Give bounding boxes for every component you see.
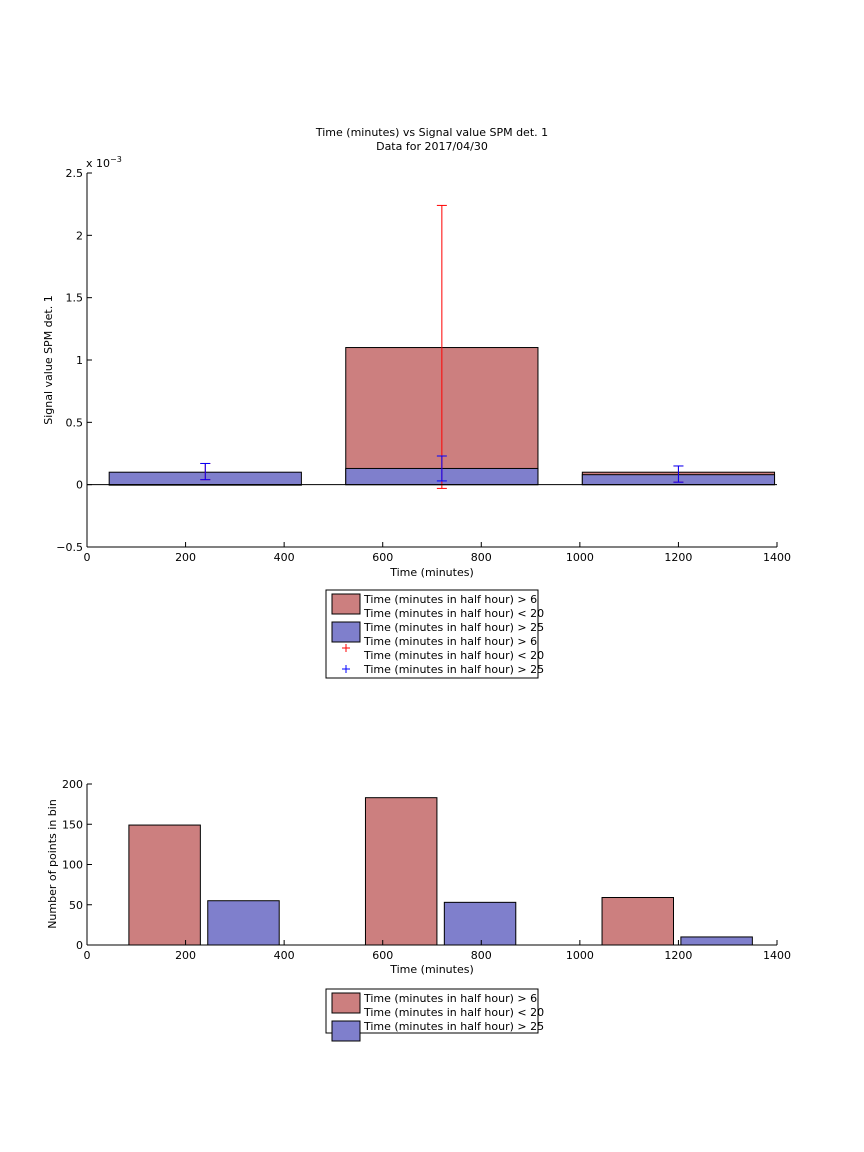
axes: 0 200 400 600 800 1000 1200 1400 0 50 100 150 200 <box>62 778 791 962</box>
x-tick-label: 200 <box>175 551 196 564</box>
y-tick-label: 100 <box>62 859 83 872</box>
bar <box>443 901 517 946</box>
y-tick-label: 0 <box>76 479 83 492</box>
y-multiplier-base: x 10 <box>86 157 110 170</box>
x-tick-label: 800 <box>471 551 492 564</box>
y-multiplier: x 10−3 <box>86 155 122 170</box>
legend-entry-text: Time (minutes in half hour) > 25 <box>363 1020 544 1033</box>
legend-entry-text: Time (minutes in half hour) < 20 <box>363 1006 544 1019</box>
y-tick-label: 0 <box>76 939 83 952</box>
y-tick-label: 2.5 <box>66 167 84 180</box>
bar <box>680 936 753 946</box>
x-axis-label: Time (minutes) <box>389 566 474 579</box>
bar <box>601 897 674 946</box>
x-tick-label: 400 <box>274 551 295 564</box>
legend-entry-text: Time (minutes in half hour) > 6 <box>363 635 537 648</box>
y-axis-label: Number of points in bin <box>46 799 59 929</box>
x-tick-label: 1200 <box>664 551 692 564</box>
x-tick-label: 1400 <box>763 949 791 962</box>
legend-swatch <box>331 1020 361 1042</box>
legend-swatch <box>331 593 361 615</box>
bar <box>207 900 280 946</box>
legend-swatch <box>331 621 361 643</box>
legend-box <box>325 589 539 679</box>
x-tick-label: 1200 <box>664 949 692 962</box>
x-tick-label: 800 <box>471 949 492 962</box>
signal-chart: Time (minutes) vs Signal value SPM det. … <box>42 126 791 679</box>
bar <box>364 797 438 946</box>
x-tick-label: 600 <box>372 949 393 962</box>
y-tick-label: 1 <box>76 354 83 367</box>
x-axis-label: Time (minutes) <box>389 963 474 976</box>
y-tick-label: 50 <box>69 899 83 912</box>
x-tick-label: 1000 <box>566 551 594 564</box>
legend-entry-text: Time (minutes in half hour) < 20 <box>363 607 544 620</box>
legend-entry-text: Time (minutes in half hour) > 6 <box>363 593 537 606</box>
error-bars <box>200 204 684 489</box>
legend-entry-text: Time (minutes in half hour) > 25 <box>363 663 544 676</box>
x-tick-label: 1000 <box>566 949 594 962</box>
x-tick-label: 0 <box>84 551 91 564</box>
x-tick-label: 400 <box>274 949 295 962</box>
x-tick-label: 0 <box>84 949 91 962</box>
bar <box>128 824 201 946</box>
legend-box <box>325 988 539 1034</box>
y-multiplier-exponent: −3 <box>110 155 122 164</box>
chart-title: Time (minutes) vs Signal value SPM det. … <box>315 126 548 139</box>
y-tick-label: 200 <box>62 778 83 791</box>
y-tick-label: 150 <box>62 818 83 831</box>
x-tick-label: 200 <box>175 949 196 962</box>
y-axis-label: Signal value SPM det. 1 <box>42 295 55 425</box>
bars <box>128 797 753 946</box>
y-tick-label: 0.5 <box>66 416 84 429</box>
x-tick-label: 1400 <box>763 551 791 564</box>
x-tick-label: 600 <box>372 551 393 564</box>
legend-entry-text: Time (minutes in half hour) > 25 <box>363 621 544 634</box>
chart-subtitle: Data for 2017/04/30 <box>376 140 488 153</box>
legend-swatch <box>331 992 361 1014</box>
y-tick-label: 1.5 <box>66 292 84 305</box>
axes: 0 200 400 600 800 1000 1200 1400−0.500.511.522.… <box>56 167 791 564</box>
y-tick-label: 2 <box>76 229 83 242</box>
legend-entry-text: Time (minutes in half hour) > 6 <box>363 992 537 1005</box>
y-tick-label: −0.5 <box>56 541 83 554</box>
legend-entry-text: Time (minutes in half hour) < 20 <box>363 649 544 662</box>
count-chart: 0 200 400 600 800 1000 1200 1400 0 50 100 150 200 Ti… <box>46 778 791 1042</box>
